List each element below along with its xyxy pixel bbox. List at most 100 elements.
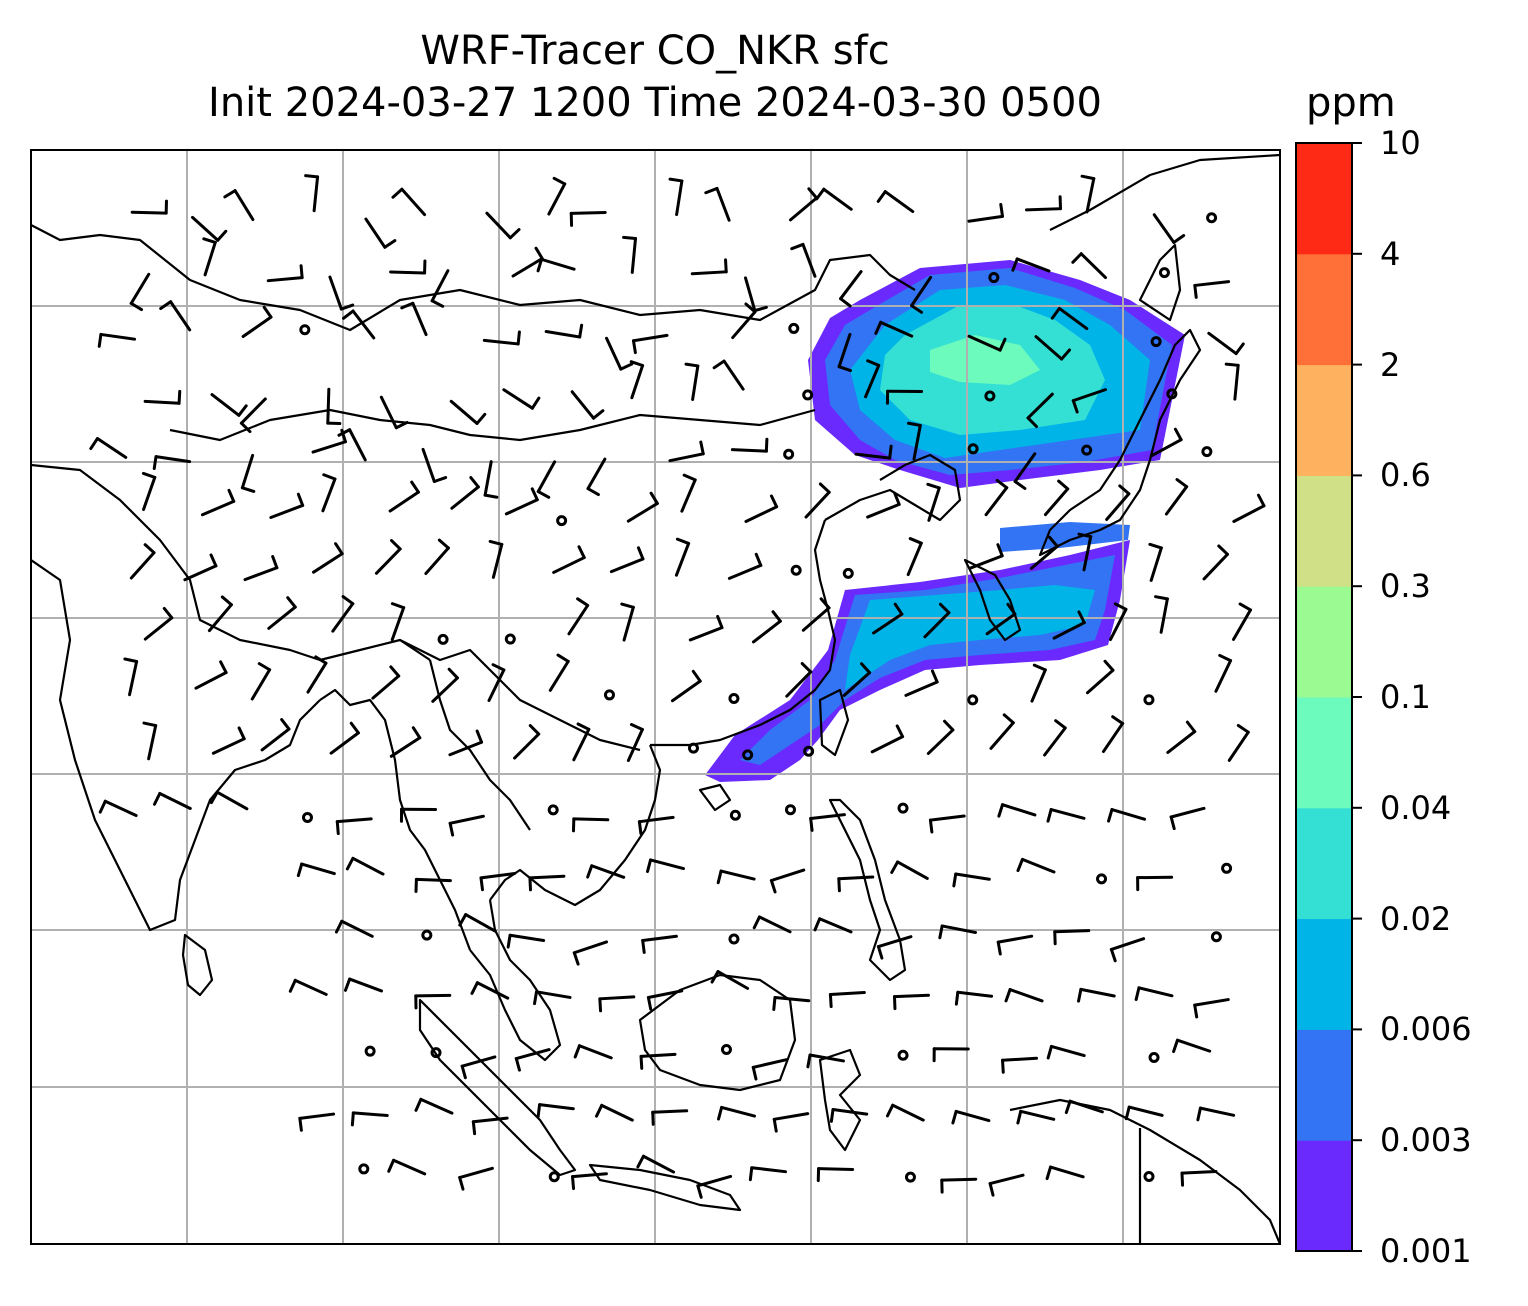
wind-barb-flag [996, 543, 1004, 558]
wind-barb-staff [266, 276, 304, 283]
wind-barb-flag [488, 539, 504, 546]
calm-wind-circle [1206, 212, 1218, 224]
wind-barb-staff [572, 727, 591, 762]
wind-barb-flag [447, 667, 459, 680]
wind-barb-staff [609, 557, 645, 574]
calm-wind-circle [842, 567, 854, 579]
calm-wind-circle [967, 443, 979, 455]
calm-wind-circle [301, 812, 313, 824]
wind-barb-staff [1043, 726, 1067, 757]
coastline-segment [31, 559, 321, 932]
wind-barb-staff [722, 359, 745, 391]
calm-wind-circle [984, 390, 996, 402]
wind-barb-flag [152, 455, 158, 471]
wind-barb-staff [1085, 668, 1115, 695]
wind-barb-flag [754, 552, 763, 567]
wind-barb-staff [744, 505, 779, 523]
wind-barb-staff [842, 671, 872, 697]
colorbar-segment [1296, 1029, 1352, 1141]
colorbar-segment [1296, 364, 1352, 476]
wind-barb-flag [752, 915, 761, 930]
calm-wind-circle [783, 448, 795, 460]
wind-barb-flag [530, 396, 541, 410]
calm-wind-circle [547, 804, 559, 816]
wind-barb-staff [940, 1177, 978, 1182]
wind-barb-flag [1071, 399, 1079, 414]
wind-barb-flag [710, 970, 720, 984]
wind-barb-flag [304, 174, 320, 179]
wind-barb-staff [1043, 487, 1070, 517]
calm-wind-circle [504, 633, 516, 645]
wind-barb-flag [586, 864, 594, 879]
wind-barb-staff [143, 399, 181, 405]
calm-wind-circle [1158, 267, 1170, 279]
wind-barb-flag [954, 990, 960, 1006]
wind-barb-staff [967, 214, 1005, 223]
wind-barb-flag [1006, 602, 1017, 616]
colorbar-unit-label: ppm [1306, 80, 1396, 126]
wind-barb-staff [872, 612, 904, 635]
wind-barb-staff [630, 236, 638, 274]
wind-barb-staff [1025, 207, 1063, 212]
wind-barb-staff [1053, 929, 1091, 934]
wind-barb-staff [487, 668, 506, 703]
wind-barb-flag [828, 993, 833, 1009]
wind-barb-staff [424, 546, 450, 576]
wind-barb-staff [215, 790, 249, 811]
wind-barb-flag [1060, 348, 1072, 361]
wind-barb-flag [475, 729, 484, 744]
map-title-line2: Init 2024-03-27 1200 Time 2024-03-30 050… [208, 80, 1102, 126]
wind-barb-flag [684, 362, 700, 368]
wind-barb-flag [908, 537, 923, 545]
wind-barb-staff [239, 397, 267, 425]
wind-barb-staff [668, 452, 705, 463]
wind-barb-staff [143, 616, 174, 641]
colorbar-tick-label: 2 [1380, 345, 1401, 384]
wind-barb-staff [912, 423, 922, 461]
coastline-segment [428, 659, 531, 831]
wind-barb-flag [724, 258, 728, 274]
wind-barb-staff [400, 187, 427, 217]
wind-barb-flag [299, 264, 304, 280]
wind-barb-flag [1218, 653, 1233, 663]
wind-barb-staff [340, 919, 374, 938]
wind-barb-flag [491, 663, 506, 672]
wind-barb-flag [448, 821, 455, 837]
coastline-segment [31, 224, 916, 332]
wind-barb-flag [350, 1111, 355, 1127]
wind-barb-flag [809, 817, 814, 832]
wind-barb-staff [158, 791, 192, 810]
wind-barb-flag [910, 304, 924, 314]
wind-barb-flag [528, 724, 541, 736]
wind-barb-staff [1082, 535, 1093, 572]
colorbar-tick-label: 0.6 [1380, 456, 1431, 495]
wind-barb-staff [731, 310, 757, 340]
wind-barb-staff [544, 329, 582, 339]
wind-barb-staff [269, 503, 305, 520]
calm-wind-circle [1143, 1171, 1155, 1183]
wind-barb-flag [152, 791, 162, 806]
wind-barb-staff [1008, 988, 1044, 1003]
wind-barb-flag [271, 555, 279, 570]
wind-barb-staff [351, 856, 385, 876]
wind-barb-flag [410, 480, 420, 494]
wind-barb-flag [998, 337, 1007, 352]
wind-barb-staff [431, 676, 459, 703]
wind-barb-flag [744, 302, 757, 314]
wind-barb-flag [1169, 815, 1176, 831]
wind-barb-staff [757, 915, 792, 934]
wind-barb-staff [1015, 257, 1051, 273]
wind-barb-flag [534, 246, 544, 260]
wind-barb-staff [1180, 1170, 1218, 1175]
wind-barb-flag [764, 437, 769, 453]
wind-barb-flag [866, 359, 881, 367]
wind-barb-flag [220, 595, 233, 607]
wind-barb-flag [237, 726, 246, 741]
wind-barb-flag [704, 186, 719, 195]
wind-barb-staff [926, 728, 955, 755]
wind-barb-staff [538, 1103, 575, 1111]
wind-barb-staff [379, 395, 398, 430]
wind-barb-flag [391, 187, 404, 199]
wind-barb-flag [813, 917, 822, 932]
map-frame [30, 149, 1281, 1245]
